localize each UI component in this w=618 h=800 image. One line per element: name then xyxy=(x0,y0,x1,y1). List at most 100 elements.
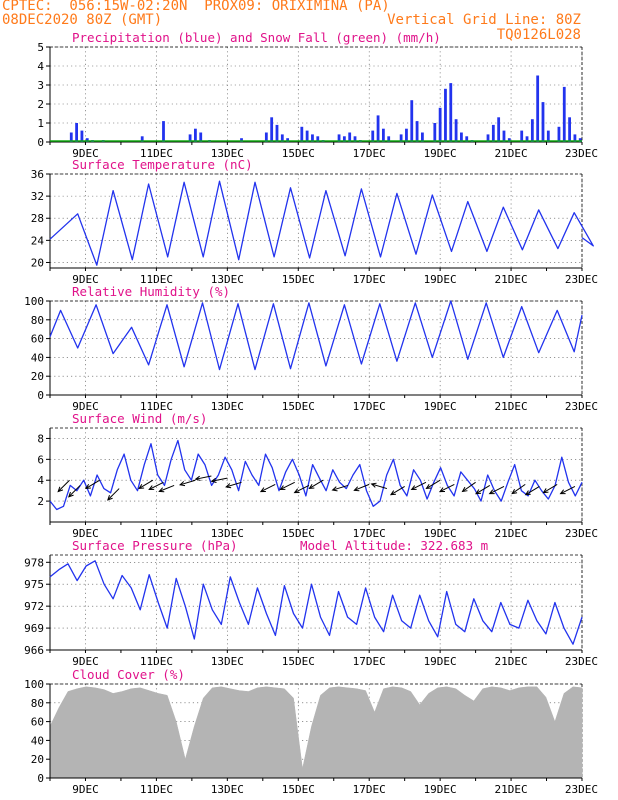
wind-arrow-shaft xyxy=(462,481,476,492)
x-tick-label: 11DEC xyxy=(140,655,173,668)
panel-3 xyxy=(46,300,583,398)
wind-arrow xyxy=(259,483,276,493)
wind-arrow-shaft xyxy=(57,479,70,492)
x-tick-label: 23DEC xyxy=(565,783,598,796)
y-tick-label: 20 xyxy=(31,256,44,269)
wind-arrow-head xyxy=(475,489,482,495)
y-tick-label: 4 xyxy=(37,474,44,487)
wind-arrow-shaft xyxy=(525,486,540,496)
precip-bar xyxy=(444,88,447,142)
header-model-code: TQ0126L028 xyxy=(496,27,581,43)
wind-arrow xyxy=(68,485,81,498)
wind-arrow-shaft xyxy=(260,483,276,493)
wind-arrow-shaft xyxy=(85,479,100,489)
wind-arrow-head xyxy=(461,486,468,493)
x-tick-label: 21DEC xyxy=(495,655,528,668)
x-tick-label: 21DEC xyxy=(495,527,528,540)
x-tick-label: 23DEC xyxy=(565,527,598,540)
precip-bar xyxy=(140,136,144,142)
x-tick-label: 21DEC xyxy=(495,400,528,413)
y-tick-label: 0 xyxy=(37,136,44,149)
x-tick-label: 9DEC xyxy=(72,527,99,540)
temperature-line xyxy=(49,180,594,266)
wind-arrow-head xyxy=(138,483,145,490)
x-tick-label: 23DEC xyxy=(565,273,598,286)
wind-arrow xyxy=(57,479,70,493)
precip-bar xyxy=(399,134,403,142)
wind-arrow-shaft xyxy=(511,483,526,494)
x-tick-label: 17DEC xyxy=(353,273,386,286)
x-tick-label: 15DEC xyxy=(282,400,315,413)
precip-bar xyxy=(387,136,391,142)
wind-arrow-shaft xyxy=(439,483,455,493)
wind-speed-line xyxy=(49,439,583,511)
header-datetime: 08DEC2020 80Z (GMT) xyxy=(2,12,163,28)
wind-arrow xyxy=(308,479,324,490)
wind-arrow-shaft xyxy=(148,481,164,490)
wind-arrow xyxy=(138,479,154,490)
y-tick-label: 8 xyxy=(37,432,44,445)
wind-arrow-head xyxy=(194,475,201,481)
wind-arrow-shaft xyxy=(195,475,212,480)
x-tick-label: 9DEC xyxy=(72,655,99,668)
x-tick-label: 17DEC xyxy=(353,147,386,160)
x-tick-label: 11DEC xyxy=(140,527,173,540)
wind-arrow-shaft xyxy=(354,483,370,491)
precip-bar xyxy=(353,136,357,142)
y-tick-label: 60 xyxy=(31,716,44,729)
wind-arrow-head xyxy=(511,488,518,495)
wind-arrow xyxy=(331,484,349,492)
precip-bar xyxy=(305,130,309,142)
wind-arrow-head xyxy=(279,485,286,490)
y-tick-label: 2 xyxy=(37,495,44,508)
precip-bar xyxy=(546,130,550,142)
panel-5 xyxy=(46,554,583,653)
x-tick-label: 15DEC xyxy=(282,273,315,286)
y-tick-label: 4 xyxy=(37,60,44,73)
wind-arrow-head xyxy=(158,487,165,493)
x-tick-label: 15DEC xyxy=(282,655,315,668)
y-tick-label: 975 xyxy=(24,578,44,591)
wind-arrow xyxy=(461,481,476,493)
wind-arrow-head xyxy=(410,485,417,490)
wind-arrow xyxy=(194,475,212,481)
precip-bar xyxy=(80,130,84,142)
wind-arrow xyxy=(559,486,576,495)
y-tick-label: 36 xyxy=(31,168,44,181)
precip-bar xyxy=(491,124,495,142)
wind-arrow-head xyxy=(559,489,566,495)
wind-arrow-head xyxy=(107,495,113,501)
precip-bar xyxy=(199,132,203,142)
x-tick-label: 17DEC xyxy=(353,655,386,668)
y-tick-label: 0 xyxy=(37,389,44,402)
y-tick-label: 28 xyxy=(31,212,44,225)
wind-arrow-head xyxy=(353,486,360,492)
y-tick-label: 2 xyxy=(37,98,44,111)
wind-arrow-shaft xyxy=(294,484,310,494)
wind-arrow-head xyxy=(389,490,396,496)
panel-title: Precipitation (blue) and Snow Fall (gree… xyxy=(72,30,441,45)
precip-bar xyxy=(300,126,304,142)
wind-arrow-shaft xyxy=(332,484,349,491)
precip-bar xyxy=(520,130,524,142)
x-tick-label: 23DEC xyxy=(565,147,598,160)
y-tick-label: 978 xyxy=(24,556,44,569)
cloud-cover-area xyxy=(49,686,583,779)
precip-bar xyxy=(557,126,561,142)
precip-bar xyxy=(286,138,290,142)
precip-bar xyxy=(421,132,424,142)
wind-arrow-shaft xyxy=(138,479,154,489)
panel-title: Surface Wind (m/s) xyxy=(72,411,207,426)
wind-arrow xyxy=(353,483,370,492)
wind-arrow-shaft xyxy=(211,477,228,482)
x-tick-label: 13DEC xyxy=(211,273,244,286)
panel-1 xyxy=(46,46,583,145)
y-tick-label: 3 xyxy=(37,79,44,92)
precip-bar xyxy=(525,136,529,142)
precip-bar xyxy=(240,138,243,142)
wind-arrow xyxy=(542,483,558,494)
y-tick-label: 969 xyxy=(24,622,44,635)
wind-arrow-shaft xyxy=(309,479,324,489)
wind-arrow-shaft xyxy=(107,488,120,501)
